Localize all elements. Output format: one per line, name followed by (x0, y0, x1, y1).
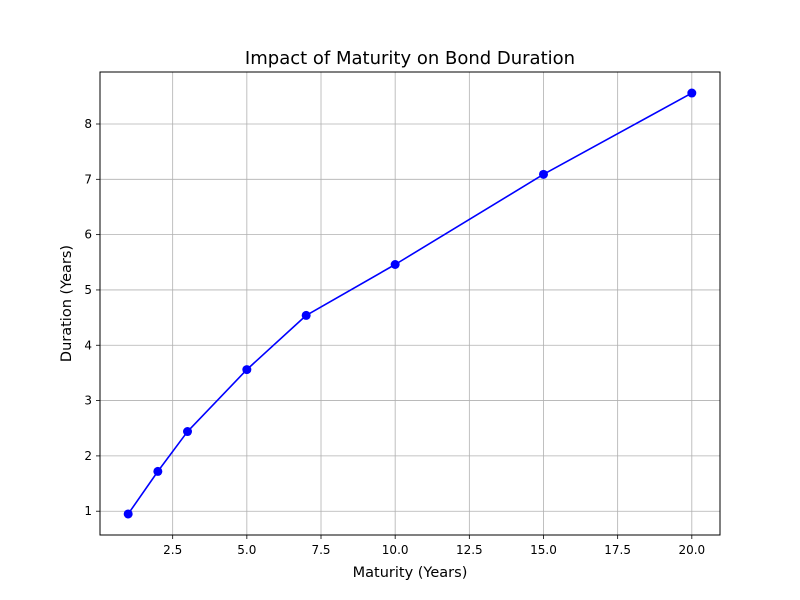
y-tick-label: 4 (84, 338, 92, 352)
y-tick-label: 2 (84, 449, 92, 463)
data-point (687, 88, 697, 98)
x-tick-label: 12.5 (456, 543, 483, 557)
series-layer (123, 88, 697, 519)
x-tick-label: 10.0 (382, 543, 409, 557)
plot-area-frame (99, 71, 721, 536)
data-point (301, 310, 311, 320)
data-point (242, 365, 252, 375)
data-point (123, 509, 133, 519)
grid (100, 72, 720, 535)
y-axis-title: Duration (Years) (59, 245, 75, 362)
data-point (183, 427, 193, 437)
x-tick-label: 7.5 (311, 543, 330, 557)
chart-title: Impact of Maturity on Bond Duration (245, 48, 575, 69)
data-point (153, 466, 163, 476)
x-axis-title: Maturity (Years) (353, 565, 468, 581)
x-tick-label: 20.0 (678, 543, 705, 557)
y-tick-label: 1 (84, 504, 92, 518)
y-tick-label: 5 (84, 283, 92, 297)
y-axis: 1 2 3 4 5 6 7 8 (84, 117, 100, 518)
x-tick-label: 5.0 (237, 543, 256, 557)
y-tick-label: 6 (84, 228, 92, 242)
x-tick-label: 15.0 (530, 543, 557, 557)
series-line (127, 92, 693, 515)
x-tick-label: 2.5 (163, 543, 182, 557)
x-axis: 2.5 5.0 7.5 10.0 12.5 15.0 17.5 20.0 (163, 535, 705, 557)
x-tick-label: 17.5 (604, 543, 631, 557)
y-tick-label: 7 (84, 172, 92, 186)
data-point (538, 169, 548, 179)
data-point (390, 260, 400, 270)
y-tick-label: 8 (84, 117, 92, 131)
y-tick-label: 3 (84, 394, 92, 408)
